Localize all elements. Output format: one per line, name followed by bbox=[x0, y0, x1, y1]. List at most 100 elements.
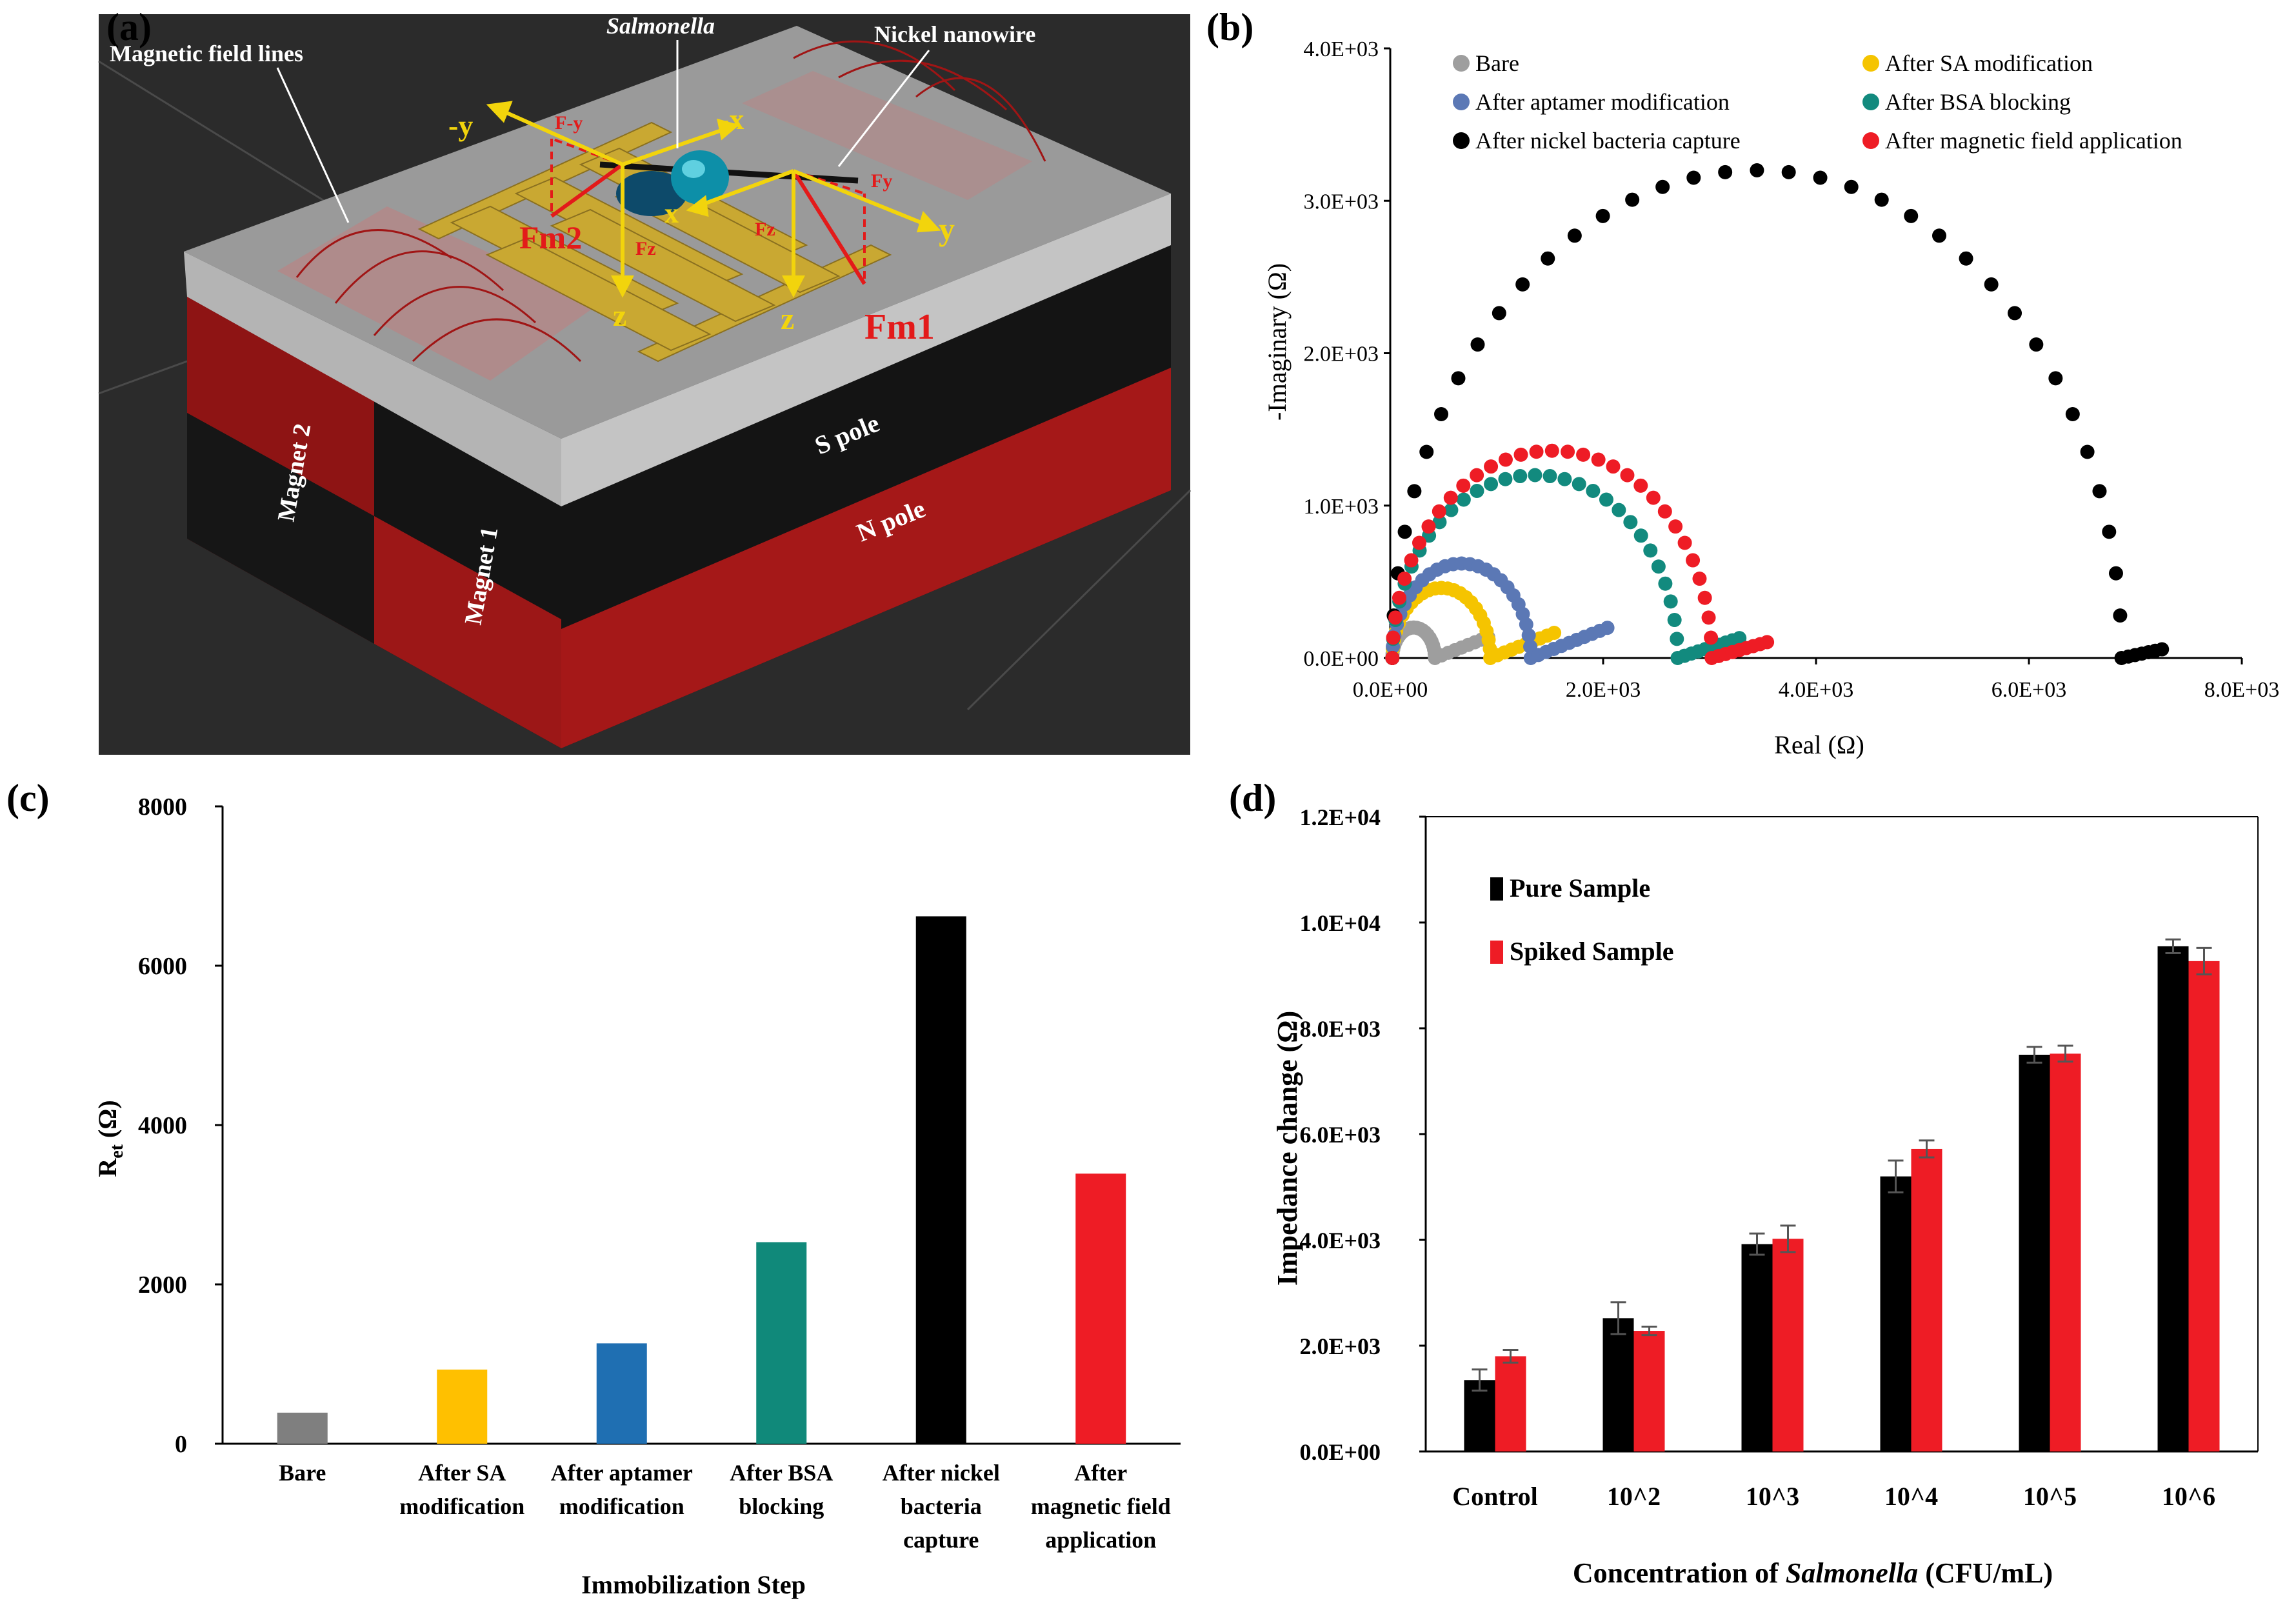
nyquist-legend-label: After BSA blocking bbox=[1885, 89, 2071, 115]
nyquist-point bbox=[1421, 519, 1436, 534]
nyquist-legend-marker bbox=[1453, 132, 1470, 149]
nyquist-point bbox=[2113, 608, 2128, 623]
nyquist-series-5 bbox=[1385, 443, 1775, 665]
nyquist-legend-label: After nickel bacteria capture bbox=[1475, 128, 1741, 154]
ret-bar bbox=[1075, 1173, 1126, 1444]
ret-y-tick-label: 2000 bbox=[138, 1271, 187, 1299]
panel-a-label: (a) bbox=[106, 6, 152, 48]
axis-neg-x-label: -x bbox=[719, 103, 744, 135]
nyquist-point bbox=[1633, 528, 1648, 543]
impedance-category-label: 10^6 bbox=[2162, 1482, 2215, 1511]
nyquist-point bbox=[1686, 553, 1701, 568]
magnetic-field-arcs bbox=[295, 40, 1046, 363]
impedance-y-tick-label: 2.0E+03 bbox=[1299, 1333, 1381, 1359]
nyquist-point bbox=[1625, 192, 1640, 207]
impedance-category-label: 10^3 bbox=[1746, 1482, 1799, 1511]
ret-category-label: modification bbox=[559, 1493, 684, 1519]
nyquist-point bbox=[1718, 164, 1733, 179]
ret-category-label: After aptamer bbox=[551, 1460, 693, 1486]
nyquist-point bbox=[1612, 503, 1626, 517]
nyquist-y-axis-title: -Imaginary (Ω) bbox=[1263, 263, 1292, 421]
nyquist-series-4 bbox=[1385, 163, 2170, 665]
nyquist-x-tick-label: 6.0E+03 bbox=[1992, 678, 2066, 702]
glass-top-surface bbox=[184, 26, 1171, 439]
nyquist-point bbox=[1704, 630, 1719, 645]
impedance-legend: Pure Sample Spiked Sample bbox=[1490, 873, 1674, 966]
nyquist-point bbox=[1515, 277, 1530, 292]
nyquist-point bbox=[1959, 251, 1973, 266]
impedance-category-labels: Control 10^2 10^3 10^4 10^5 10^6 bbox=[1452, 1482, 2215, 1511]
bacteria-body bbox=[616, 171, 687, 216]
impedance-legend-swatch bbox=[1490, 941, 1503, 964]
impedance-bar bbox=[2157, 946, 2189, 1451]
nyquist-point bbox=[1407, 484, 1422, 499]
nyquist-legend-marker bbox=[1862, 94, 1879, 110]
impedance-bar bbox=[1772, 1239, 1804, 1451]
ret-category-label: After nickel bbox=[883, 1460, 1000, 1486]
impedance-bar bbox=[1633, 1331, 1665, 1451]
nyquist-point bbox=[1444, 503, 1459, 517]
nyquist-point bbox=[1392, 590, 1406, 605]
ret-y-tick-label: 4000 bbox=[138, 1112, 187, 1139]
nyquist-point bbox=[1595, 208, 1610, 223]
nyquist-legend-marker bbox=[1862, 132, 1879, 149]
ret-category-label: magnetic field bbox=[1031, 1493, 1171, 1519]
ret-y-tick-label: 6000 bbox=[138, 953, 187, 980]
nyquist-point bbox=[1904, 208, 1919, 223]
nyquist-point bbox=[2029, 337, 2044, 352]
impedance-category-label: Control bbox=[1452, 1482, 1538, 1511]
nyquist-point bbox=[1663, 594, 1678, 609]
glass-front-right-side bbox=[561, 194, 1171, 506]
floor-grid-line bbox=[98, 360, 188, 395]
nyquist-point bbox=[1606, 459, 1621, 474]
impedance-category-label: 10^4 bbox=[1884, 1482, 1938, 1511]
panel-b-nyquist-plot: (b) 0.0E+001.0E+032.0E+033.0E+034.0E+030… bbox=[1206, 6, 2279, 759]
ret-y-tick-label: 8000 bbox=[138, 793, 187, 821]
ret-y-axis-title: Ret (Ω) bbox=[93, 1100, 127, 1177]
impedance-x-axis-post: (CFU/mL) bbox=[1918, 1557, 2053, 1589]
magnet-1-lower-red-face bbox=[374, 516, 561, 748]
magnetic-field-lines-label: Magnetic field lines bbox=[110, 41, 303, 66]
impedance-bar bbox=[2050, 1053, 2081, 1451]
impedance-bar bbox=[2019, 1055, 2050, 1451]
impedance-y-tick-label: 4.0E+03 bbox=[1299, 1228, 1381, 1253]
nyquist-point bbox=[1385, 651, 1400, 665]
nyquist-point bbox=[1781, 164, 1796, 179]
nyquist-point bbox=[1655, 179, 1670, 194]
ret-y-axis-unit: (Ω) bbox=[93, 1100, 122, 1144]
impedance-y-tick-label: 1.0E+04 bbox=[1299, 910, 1381, 936]
nyquist-point bbox=[1412, 535, 1427, 550]
nyquist-point bbox=[1484, 459, 1499, 474]
nyquist-legend-label: After aptamer modification bbox=[1475, 89, 1730, 115]
panel-d-label: (d) bbox=[1229, 777, 1276, 819]
nyquist-point bbox=[1657, 504, 1672, 519]
glass-front-left-side bbox=[184, 252, 561, 506]
ret-category-label: application bbox=[1045, 1527, 1156, 1553]
ret-category-labels: Bare After SA modification After aptamer mod… bbox=[279, 1460, 1171, 1553]
nyquist-point bbox=[1600, 621, 1615, 635]
nyquist-point bbox=[2008, 306, 2022, 321]
nyquist-point bbox=[2108, 566, 2123, 581]
nyquist-legend-label: After SA modification bbox=[1885, 50, 2093, 76]
ret-bar bbox=[437, 1370, 488, 1444]
nyquist-point bbox=[1470, 468, 1484, 483]
force-fz-right-label: Fz bbox=[755, 219, 775, 240]
nyquist-point bbox=[2080, 444, 2095, 459]
nyquist-x-tick-label: 2.0E+03 bbox=[1566, 678, 1641, 702]
nyquist-point bbox=[1633, 478, 1648, 493]
force-fz-left-label: Fz bbox=[635, 238, 656, 259]
axis-neg-y-label: -y bbox=[448, 109, 473, 142]
nyquist-point bbox=[1456, 492, 1471, 507]
impedance-bar bbox=[1741, 1244, 1773, 1451]
field-glow-left bbox=[277, 206, 600, 381]
nyquist-y-tick-label: 4.0E+03 bbox=[1304, 37, 1379, 61]
salmonella-label: Salmonella bbox=[606, 13, 715, 39]
nyquist-data-points bbox=[1385, 163, 2170, 665]
axis-z-left-label: z bbox=[613, 299, 626, 333]
ret-category-label: modification bbox=[399, 1493, 524, 1519]
nyquist-point bbox=[1697, 590, 1712, 605]
nyquist-point bbox=[1686, 170, 1701, 185]
nyquist-point bbox=[1404, 553, 1419, 568]
nyquist-point bbox=[1451, 371, 1466, 386]
